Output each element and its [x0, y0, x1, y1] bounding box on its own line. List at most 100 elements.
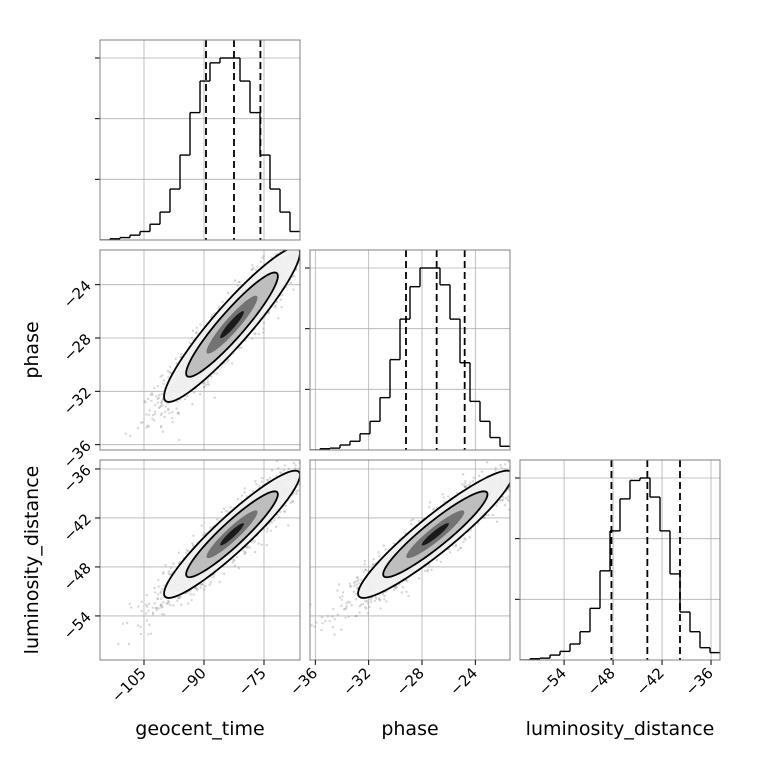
sample-point [303, 257, 305, 259]
sample-point [130, 606, 133, 609]
sample-point [177, 596, 180, 599]
sample-point [278, 471, 282, 474]
sample-point [225, 509, 228, 513]
sample-point [238, 281, 241, 284]
sample-point [141, 421, 144, 424]
sample-point [314, 234, 316, 236]
sample-point [333, 633, 336, 636]
sample-point [156, 597, 159, 600]
sample-point [320, 615, 324, 619]
sample-point [231, 561, 234, 564]
sample-point [171, 410, 174, 414]
sample-point [523, 467, 525, 469]
sample-point [507, 499, 510, 502]
sample-point [467, 483, 471, 487]
panel-geocent_time-luminosity_distance [99, 400, 356, 661]
sample-point [319, 462, 321, 464]
sample-point [291, 500, 294, 503]
sample-point [192, 544, 195, 547]
sample-point [354, 400, 356, 402]
sample-point [287, 244, 289, 246]
sample-point [296, 489, 300, 492]
sample-point [342, 608, 346, 611]
sample-point [167, 572, 170, 575]
sample-point [265, 530, 269, 533]
sample-point [203, 532, 206, 535]
sample-point [147, 602, 151, 605]
sample-point [159, 604, 162, 607]
sample-point [157, 406, 161, 410]
sample-point [289, 281, 293, 285]
sample-point [265, 543, 269, 547]
sample-point [256, 265, 259, 269]
sample-point [236, 498, 239, 501]
sample-point [157, 396, 160, 400]
sample-point [167, 601, 171, 604]
sample-point [512, 458, 514, 460]
sample-point [464, 480, 467, 483]
sample-point [428, 501, 432, 504]
sample-point [372, 557, 375, 561]
sample-point [233, 559, 236, 562]
sample-point [281, 293, 284, 297]
sample-point [250, 337, 254, 340]
sample-point [145, 603, 148, 606]
sample-point [462, 473, 465, 476]
sample-point [167, 376, 170, 379]
sample-point [292, 242, 294, 244]
sample-point [373, 599, 377, 603]
sample-point [459, 546, 462, 550]
sample-point [369, 600, 373, 604]
sample-point [177, 597, 180, 600]
sample-point [286, 247, 288, 249]
sample-point [417, 577, 421, 580]
sample-point [472, 476, 475, 480]
sample-point [151, 606, 155, 609]
sample-point [270, 256, 273, 259]
sample-point [150, 392, 154, 395]
sample-point [358, 582, 361, 585]
sample-point [270, 521, 274, 524]
contour-line [163, 469, 300, 599]
sample-point [292, 288, 295, 291]
sample-point [354, 592, 357, 596]
sample-point [287, 467, 291, 471]
sample-point [185, 394, 189, 398]
sample-point [177, 551, 180, 554]
sample-point [273, 519, 276, 522]
sample-point [156, 597, 160, 601]
sample-point [297, 226, 299, 228]
sample-point [136, 624, 140, 627]
sample-point [303, 470, 305, 472]
sample-point [153, 410, 157, 413]
sample-point [508, 456, 510, 458]
sample-point [204, 585, 207, 588]
sample-point [155, 606, 158, 610]
sample-point [190, 598, 193, 602]
sample-point [513, 479, 515, 481]
sample-point [175, 407, 178, 410]
sample-point [297, 467, 300, 471]
sample-point [296, 241, 298, 243]
sample-point [283, 510, 286, 513]
sample-point [159, 425, 163, 429]
sample-point [306, 244, 308, 246]
sample-point [188, 341, 192, 345]
sample-point [309, 236, 311, 238]
sample-point [160, 606, 163, 609]
sample-point [178, 596, 181, 600]
sample-point [277, 317, 280, 320]
sample-point [269, 476, 272, 480]
sample-point [524, 493, 526, 495]
sample-point [218, 580, 221, 584]
sample-point [223, 361, 226, 365]
sample-point [349, 585, 352, 588]
sample-point [236, 284, 239, 287]
sample-point [511, 506, 513, 508]
sample-point [148, 409, 151, 412]
sample-point [164, 563, 167, 567]
sample-point [155, 394, 158, 398]
sample-point [231, 362, 234, 365]
contour-line [185, 490, 279, 579]
sample-point [168, 411, 171, 415]
